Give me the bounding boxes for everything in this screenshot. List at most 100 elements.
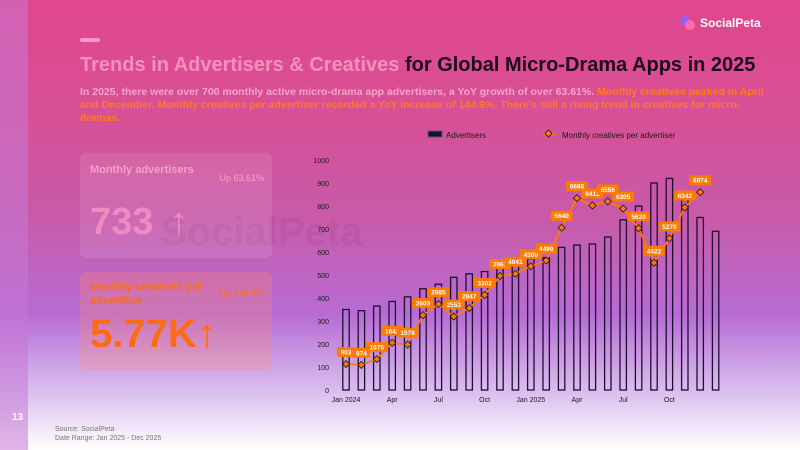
creatives-point-marker [649,258,659,267]
creatives-data-label-bg [627,211,650,222]
legend-advertisers-label: Advertisers [446,131,486,140]
creatives-point-marker [542,256,551,265]
creatives-data-label-bg [365,342,388,353]
description-pink: In 2025, there were over 700 monthly act… [80,86,595,98]
source-text: Source: SocialPeta [55,426,115,433]
y-tick-label: 200 [317,342,329,349]
creatives-point-marker [480,290,489,300]
creatives-data-label: 2553 [447,302,462,309]
x-tick-label: Jul [619,397,628,404]
creatives-data-label-bg [412,298,434,309]
y-tick-label: 600 [317,250,329,257]
creatives-data-label: 3962 [493,261,508,268]
advertisers-card-value: 733 ↑ [90,201,188,244]
creatives-data-label-bg [458,291,481,302]
advertisers-bar [619,219,628,391]
creatives-point-marker [526,262,535,271]
advertisers-bar [680,191,689,391]
title-highlight: Trends in Advertisers & Creatives [80,54,400,76]
creatives-card: Monthly creatives per advertiser Up 144.… [80,272,272,370]
page-number: 13 [12,412,24,423]
creatives-point-marker [696,188,705,197]
advertisers-bar [665,177,674,391]
advertisers-value-number: 733 [90,201,154,243]
watermark-socialpeta: SocialPeta [160,210,363,254]
y-axis: 0 100 200 300 400 500 600 700 800 900 1000 [313,158,329,395]
creatives-point-marker [495,271,505,281]
creatives-data-label: 2603 [416,301,431,308]
up-arrow-icon: ↑ [196,312,217,356]
advertisers-bar [588,243,597,391]
date-range-text: Date Range: Jan 2025 - Dec 2025 [55,435,162,442]
creatives-point-marker [665,234,674,243]
page-title: Trends in Advertisers & Creatives for Gl… [80,54,755,77]
left-color-bar [0,0,28,450]
creatives-point-marker [465,303,474,313]
creatives-data-label-bg [442,299,465,310]
creatives-card-value: 5.77K↑ [90,312,217,357]
advertisers-bar [434,283,443,391]
creatives-data-label: 874 [356,350,367,357]
y-tick-label: 400 [317,296,329,303]
title-rest: for Global Micro-Drama Apps in 2025 [399,54,756,76]
bar-series [342,177,720,391]
creatives-point-marker [449,312,458,321]
x-tick-label: Apr [387,397,399,404]
x-tick-label: Oct [479,397,490,404]
creatives-point-marker [572,194,582,203]
y-tick-label: 700 [317,227,329,234]
y-tick-label: 300 [317,319,329,326]
advertisers-bar [650,182,658,391]
creatives-data-label-bg [504,256,527,267]
advertisers-bar [480,270,489,391]
advertisers-bar [511,263,520,391]
creatives-data-label-bg [612,191,635,202]
x-tick-label: Apr [572,397,584,404]
y-tick-label: 500 [317,273,329,280]
creatives-data-label: 1578 [400,330,415,337]
creatives-data-label: 2985 [431,290,446,297]
creatives-value-number: 5.77K [90,312,197,356]
creatives-data-label-bg [658,221,681,232]
advertisers-bar [542,257,551,391]
up-arrow-icon: ↑ [169,201,189,243]
legend-creatives-label: Monthly creatives per advertiser [562,131,676,140]
creatives-point-marker [434,300,443,309]
y-tick-label: 0 [325,388,329,395]
creatives-data-label-bg [473,277,496,288]
x-tick-label: Jul [434,397,443,404]
creatives-data-label-bg [337,347,355,358]
creatives-point-marker [619,204,628,213]
advertisers-bar [465,273,474,391]
creatives-point-marker [341,359,351,369]
y-tick-label: 1000 [313,158,329,165]
creatives-point-marker [603,197,612,206]
advertisers-bar [449,276,458,391]
creatives-point-marker [588,201,597,210]
creatives-data-label: 1075 [370,345,385,352]
advertisers-bar [526,258,535,391]
creatives-data-label: 5640 [554,213,569,220]
y-tick-label: 100 [317,365,329,372]
creatives-data-label-bg [550,210,573,221]
creatives-point-marker [388,338,397,347]
advertisers-bar [419,288,427,391]
creatives-data-label: 4041 [508,259,523,266]
x-tick-label: Oct [664,397,675,404]
source-note: Source: SocialPeta Date Range: Jan 2025 … [55,425,161,443]
brand-logo: SocialPeta [680,16,761,30]
socialpeta-logo-icon [680,16,696,30]
advertisers-bar [696,216,705,391]
creatives-point-marker [511,269,520,278]
y-tick-label: 800 [317,204,329,211]
creatives-data-label: 1642 [385,328,400,335]
creatives-data-label: 6686 [570,184,585,191]
creatives-data-label: 5270 [662,224,677,231]
creatives-data-label: 6556 [601,187,616,194]
description-orange: Monthly creatives peaked in April and De… [80,86,764,124]
x-tick-label: Jan 2025 [516,397,545,404]
creatives-point-marker [680,203,689,212]
advertisers-card: Monthly advertisers Up 63.61% 733 ↑ [80,153,272,258]
